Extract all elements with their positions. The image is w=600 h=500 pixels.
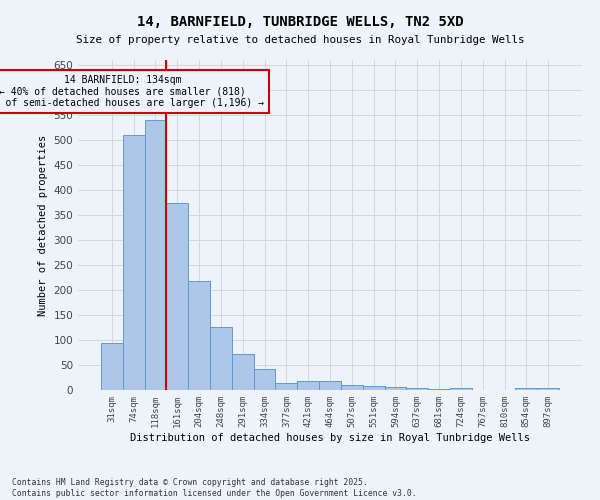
Bar [450,388,472,390]
Bar [341,384,363,390]
Text: 14 BARNFIELD: 134sqm
← 40% of detached houses are smaller (818)
59% of semi-deta: 14 BARNFIELD: 134sqm ← 40% of detached h… [0,75,264,108]
Bar [232,354,254,390]
Bar [363,386,385,390]
Bar [428,389,450,390]
X-axis label: Distribution of detached houses by size in Royal Tunbridge Wells: Distribution of detached houses by size … [130,432,530,442]
Bar [123,135,145,390]
Bar [101,342,123,390]
Bar [210,326,232,390]
Bar [515,388,537,390]
Bar [145,120,166,390]
Bar [166,202,188,390]
Bar [297,380,319,390]
Y-axis label: Number of detached properties: Number of detached properties [38,134,48,316]
Bar [319,380,341,390]
Text: Contains HM Land Registry data © Crown copyright and database right 2025.
Contai: Contains HM Land Registry data © Crown c… [12,478,416,498]
Bar [275,382,297,390]
Text: 14, BARNFIELD, TUNBRIDGE WELLS, TN2 5XD: 14, BARNFIELD, TUNBRIDGE WELLS, TN2 5XD [137,15,463,29]
Bar [254,368,275,390]
Bar [385,387,406,390]
Bar [406,388,428,390]
Bar [537,388,559,390]
Bar [188,281,210,390]
Text: Size of property relative to detached houses in Royal Tunbridge Wells: Size of property relative to detached ho… [76,35,524,45]
